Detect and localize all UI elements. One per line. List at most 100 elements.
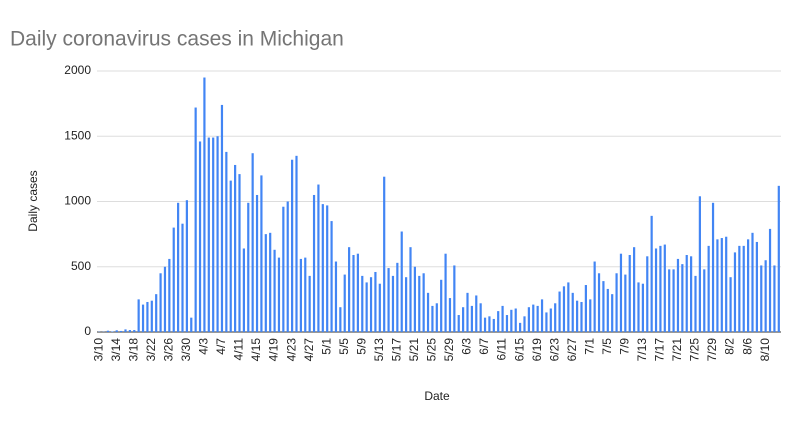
bar [624, 275, 626, 332]
bar [120, 331, 122, 332]
x-tick-label: 4/15 [249, 338, 263, 362]
bar [414, 267, 416, 332]
bar [313, 195, 315, 332]
bar [615, 273, 617, 332]
bar [747, 239, 749, 332]
bar [716, 239, 718, 332]
bar [366, 282, 368, 332]
bar [151, 301, 153, 332]
bar [572, 293, 574, 332]
bar [576, 301, 578, 332]
bar [703, 269, 705, 332]
bar [212, 138, 214, 332]
bar [230, 181, 232, 332]
bar [721, 238, 723, 332]
bar [330, 221, 332, 332]
bar [383, 177, 385, 332]
bar [554, 303, 556, 332]
bar [708, 246, 710, 332]
x-tick-label: 7/29 [705, 338, 719, 362]
bar [497, 311, 499, 332]
x-tick-label: 5/29 [442, 338, 456, 362]
bar [190, 318, 192, 332]
bar [427, 293, 429, 332]
bar [138, 299, 140, 332]
bar [475, 295, 477, 332]
y-tick-label: 1000 [64, 194, 91, 208]
bar [515, 309, 517, 332]
x-tick-label: 5/5 [337, 338, 351, 355]
bar [146, 302, 148, 332]
x-tick-label: 7/13 [635, 338, 649, 362]
x-tick-label: 6/3 [460, 338, 474, 355]
bar [159, 273, 161, 332]
x-tick-label: 7/5 [600, 338, 614, 355]
x-tick-label: 4/7 [214, 338, 228, 355]
bar [480, 303, 482, 332]
x-tick-label: 3/30 [179, 338, 193, 362]
bar [142, 305, 144, 332]
bar [567, 282, 569, 332]
bar [686, 255, 688, 332]
bar [379, 284, 381, 332]
bar [523, 316, 525, 332]
bar [317, 185, 319, 332]
chart-title: Daily coronavirus cases in Michigan [10, 28, 344, 51]
x-tick-label: 6/7 [477, 338, 491, 355]
bar [177, 203, 179, 332]
bar [199, 141, 201, 332]
bar [537, 306, 539, 332]
bar [580, 302, 582, 332]
bar [116, 330, 118, 332]
bar [585, 285, 587, 332]
x-tick-label: 6/27 [565, 338, 579, 362]
y-tick-label: 2000 [64, 63, 91, 77]
x-axis-label: Date [424, 389, 450, 403]
bar [238, 174, 240, 332]
bar [133, 330, 135, 332]
bar [352, 255, 354, 332]
bar [541, 299, 543, 332]
bar [734, 252, 736, 332]
bar [436, 303, 438, 332]
bar [725, 237, 727, 332]
bar [168, 259, 170, 332]
bar [466, 293, 468, 332]
x-tick-label: 5/21 [407, 338, 421, 362]
x-tick-label: 7/25 [688, 338, 702, 362]
x-tick-label: 5/9 [354, 338, 368, 355]
bar [392, 276, 394, 332]
bar [528, 307, 530, 332]
x-tick-label: 4/11 [232, 338, 246, 361]
bar [387, 268, 389, 332]
x-tick-label: 7/9 [618, 338, 632, 355]
bar [532, 305, 534, 332]
x-tick-label: 5/17 [390, 338, 404, 362]
x-tick-label: 4/19 [267, 338, 281, 362]
x-tick-label: 7/17 [653, 338, 667, 362]
bar [111, 331, 113, 332]
bar [506, 315, 508, 332]
bar [629, 255, 631, 332]
bar [672, 269, 674, 332]
bar [510, 310, 512, 332]
bar [335, 262, 337, 332]
bar [431, 306, 433, 332]
bar [756, 242, 758, 332]
bar [646, 256, 648, 332]
bar [519, 323, 521, 332]
bar [440, 280, 442, 332]
bar [484, 318, 486, 332]
bar [471, 306, 473, 332]
x-tick-label: 4/23 [284, 338, 298, 362]
bar [659, 246, 661, 332]
bar [620, 254, 622, 332]
bar [778, 186, 780, 332]
bar [344, 275, 346, 332]
bar [677, 259, 679, 332]
bar [225, 152, 227, 332]
bar [361, 276, 363, 332]
bar [278, 258, 280, 332]
bar [655, 248, 657, 332]
bar [396, 263, 398, 332]
